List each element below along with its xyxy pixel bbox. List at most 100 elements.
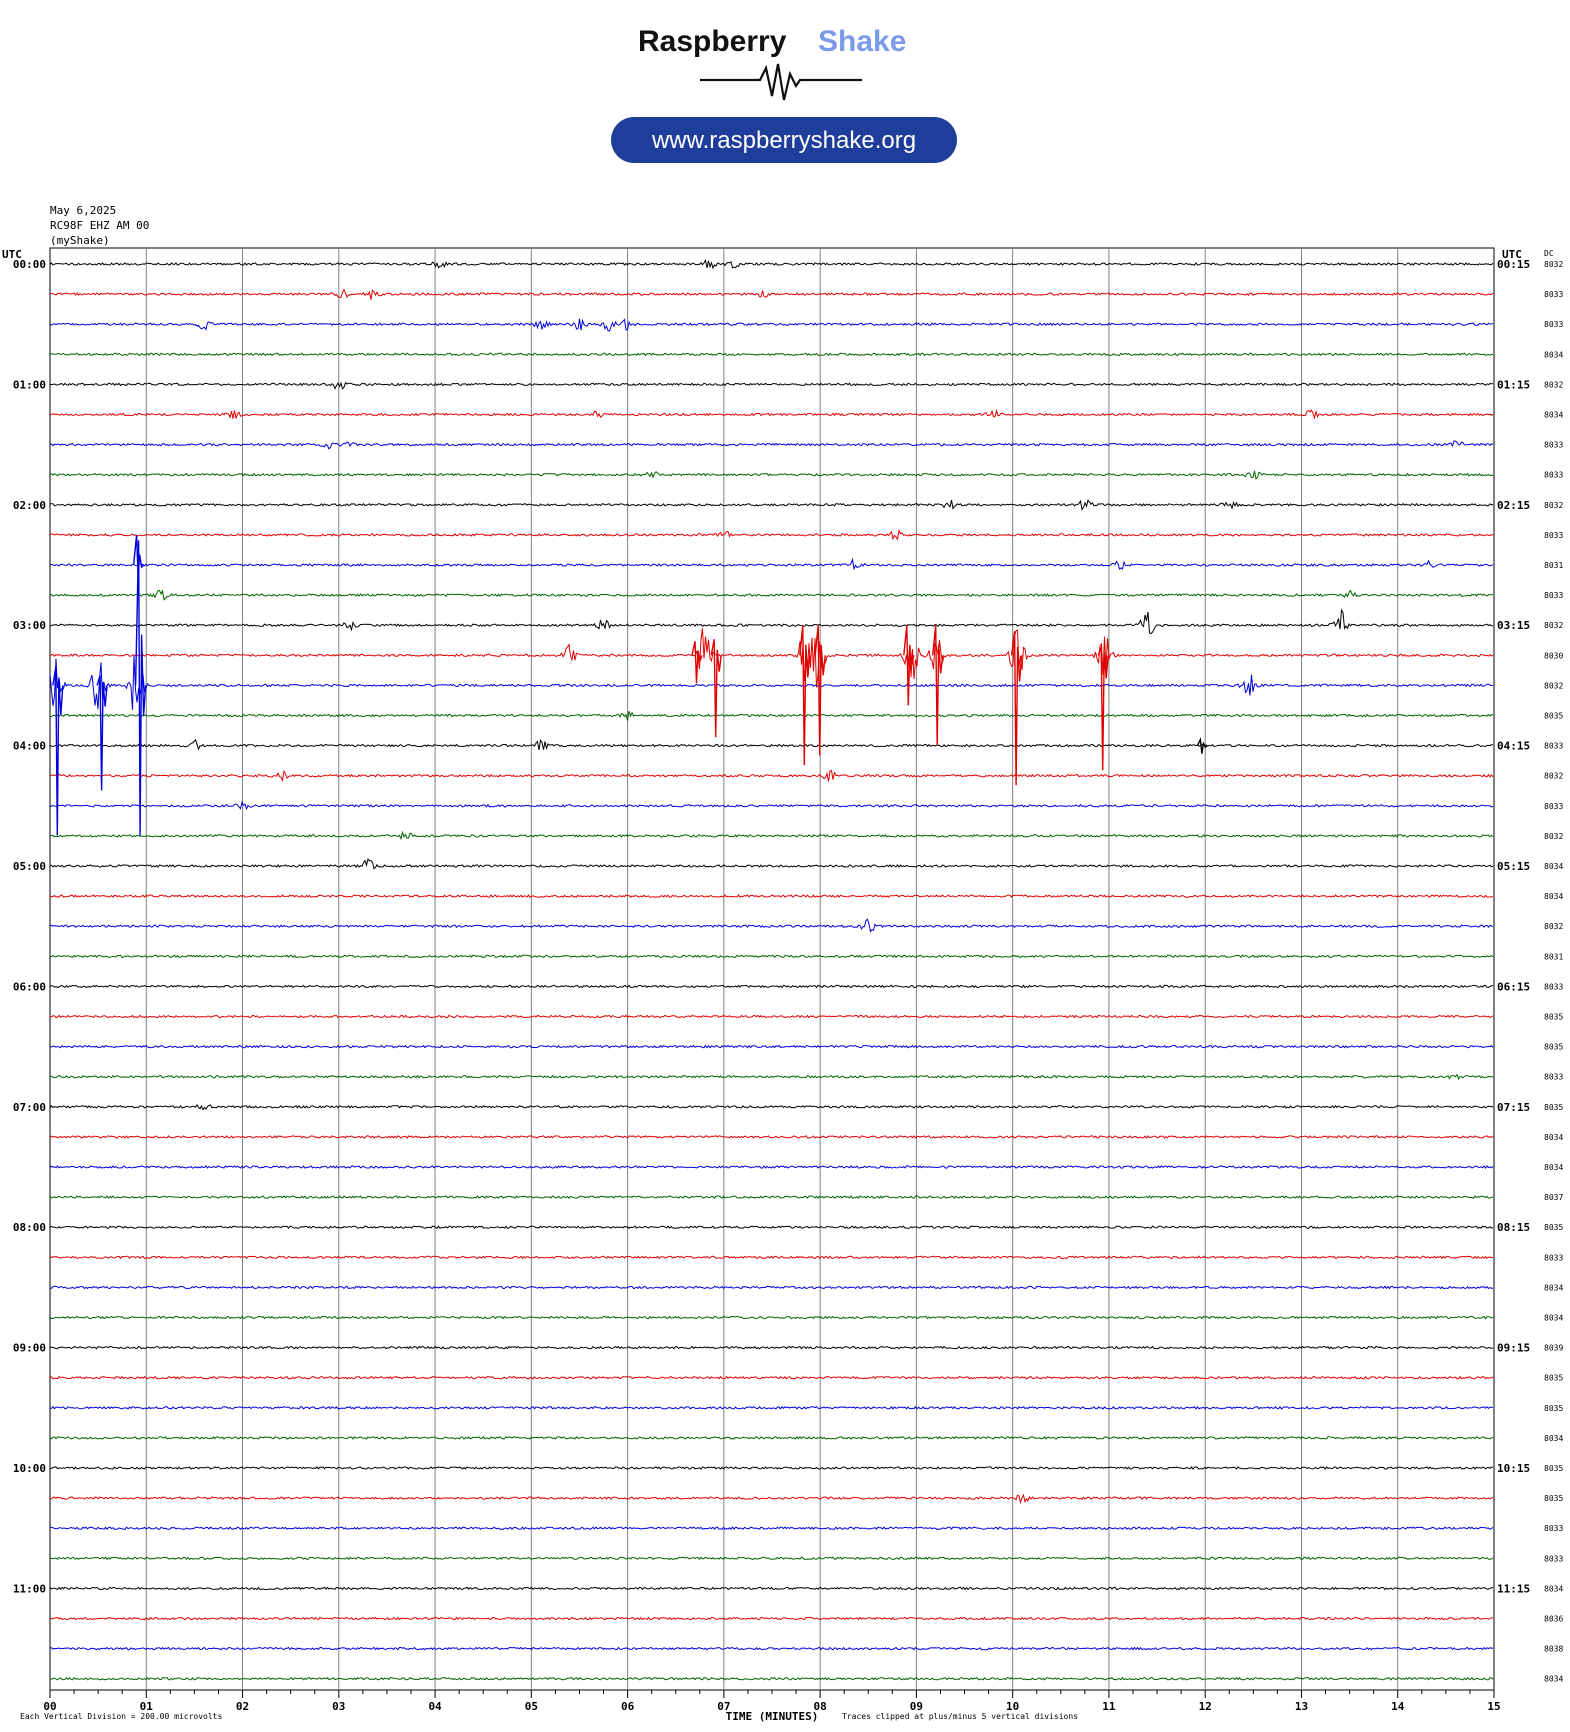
dc-offset-value: 8034	[1544, 1675, 1563, 1684]
seismic-trace	[49, 1073, 1494, 1081]
x-tick-label: 00	[43, 1700, 56, 1713]
url-pill	[611, 117, 957, 163]
x-tick-label: 04	[428, 1700, 442, 1713]
seismic-trace	[49, 1103, 1494, 1111]
x-tick-label: 12	[1199, 1700, 1212, 1713]
seismic-trace	[49, 894, 1494, 898]
seismic-spike	[710, 639, 722, 738]
seismic-trace	[49, 1493, 1494, 1505]
seismic-trace	[49, 628, 1494, 688]
hour-label-right: 09:15	[1497, 1342, 1530, 1355]
dc-column-title: DC	[1544, 249, 1554, 258]
seismic-trace	[49, 1315, 1494, 1320]
x-tick-label: 09	[910, 1700, 923, 1713]
seismic-spike	[814, 625, 826, 756]
seismic-trace	[49, 1014, 1494, 1019]
seismic-trace	[49, 318, 1494, 332]
logo-seismogram-mark	[700, 63, 862, 101]
dc-offset-value: 8030	[1544, 651, 1563, 660]
hour-label-left: 10:00	[13, 1462, 46, 1475]
x-tick-label: 01	[140, 1700, 154, 1713]
seismic-trace	[49, 769, 1494, 782]
dc-offset-value: 8031	[1544, 952, 1563, 961]
seismic-trace	[49, 258, 1494, 270]
seismic-trace	[49, 608, 1494, 635]
dc-offset-value: 8032	[1544, 772, 1563, 781]
seismic-trace	[49, 710, 1494, 721]
seismic-trace	[49, 858, 1494, 870]
seismic-trace	[49, 918, 1494, 933]
plot-frame	[49, 247, 1495, 1691]
seismic-trace	[50, 1345, 1494, 1350]
seismic-trace	[49, 1586, 1494, 1591]
dc-offset-value: 8035	[1544, 1223, 1563, 1232]
seismic-spike	[1097, 647, 1109, 771]
dc-offset-value: 8033	[1544, 320, 1563, 329]
x-tick-label: 15	[1487, 1700, 1500, 1713]
seismic-trace	[49, 1135, 1494, 1139]
dc-offset-value: 8032	[1544, 832, 1563, 841]
left-axis-title: UTC	[2, 248, 22, 261]
hour-label-left: 02:00	[13, 499, 46, 512]
footer-clip-note: Traces clipped at plus/minus 5 vertical …	[842, 1712, 1078, 1721]
hour-label-left: 09:00	[13, 1342, 46, 1355]
dc-offset-value: 8032	[1544, 621, 1563, 630]
dc-offset-value: 8033	[1544, 1073, 1563, 1082]
dc-offset-value: 8032	[1544, 681, 1563, 690]
hour-label-right: 05:15	[1497, 860, 1530, 873]
seismic-spike	[1010, 631, 1023, 786]
seismic-trace	[49, 440, 1494, 450]
dc-offset-value: 8033	[1544, 591, 1563, 600]
x-tick-label: 05	[525, 1700, 538, 1713]
dc-offset-value: 8033	[1544, 441, 1563, 450]
dc-offset-value: 8032	[1544, 260, 1563, 269]
seismic-trace	[50, 830, 1494, 841]
seismic-trace	[49, 1616, 1494, 1621]
seismic-trace	[49, 1255, 1494, 1260]
hour-label-left: 07:00	[13, 1101, 46, 1114]
seismic-trace	[49, 1676, 1494, 1681]
dc-offset-value: 8033	[1544, 1554, 1563, 1563]
url-link[interactable]: www.raspberryshake.org	[651, 127, 916, 154]
seismic-trace	[49, 1165, 1494, 1169]
dc-offset-value: 8034	[1544, 892, 1563, 901]
network-name: (myShake)	[50, 234, 110, 247]
logo-brand-word2: Shake	[818, 25, 906, 58]
seismic-spike	[799, 625, 811, 766]
hour-label-right: 02:15	[1497, 499, 1530, 512]
dc-offset-value: 8033	[1544, 1253, 1563, 1262]
raspberry-shake-logo: Raspberry Shake www.raspberryshake.org	[611, 25, 957, 163]
dc-offset-value: 8031	[1544, 561, 1563, 570]
seismic-spike	[691, 641, 703, 684]
seismic-trace	[49, 288, 1494, 300]
dc-offset-value: 8035	[1544, 1494, 1563, 1503]
dc-offset-value: 8032	[1544, 922, 1563, 931]
hour-label-right: 11:15	[1497, 1582, 1530, 1595]
seismic-trace	[49, 1285, 1494, 1290]
hour-label-left: 04:00	[13, 740, 46, 753]
dc-offset-value: 8035	[1544, 1374, 1563, 1383]
seismic-trace	[49, 470, 1494, 481]
seismic-trace	[49, 589, 1493, 601]
hour-label-right: 01:15	[1497, 378, 1530, 391]
seismic-trace	[49, 1375, 1494, 1380]
seismic-spike	[932, 625, 944, 746]
seismic-spike	[96, 675, 108, 791]
dc-offset-value: 8039	[1544, 1344, 1563, 1353]
seismic-spike	[52, 667, 64, 836]
seismic-trace	[49, 408, 1494, 420]
seismic-trace	[49, 800, 1494, 811]
x-axis-label: TIME (MINUTES)	[726, 1710, 819, 1723]
hour-label-right: 00:15	[1497, 258, 1530, 271]
dc-offset-value: 8033	[1544, 1524, 1563, 1533]
seismic-trace	[49, 1526, 1494, 1531]
dc-offset-value: 8033	[1544, 802, 1563, 811]
seismic-trace	[49, 557, 1494, 571]
x-tick-label: 03	[332, 1700, 345, 1713]
seismic-trace	[49, 528, 1494, 541]
dc-offset-value: 8034	[1544, 411, 1563, 420]
x-tick-label: 13	[1295, 1700, 1308, 1713]
dc-offset-value: 8032	[1544, 501, 1563, 510]
hour-label-left: 11:00	[13, 1582, 46, 1595]
dc-offset-value: 8032	[1544, 380, 1563, 389]
